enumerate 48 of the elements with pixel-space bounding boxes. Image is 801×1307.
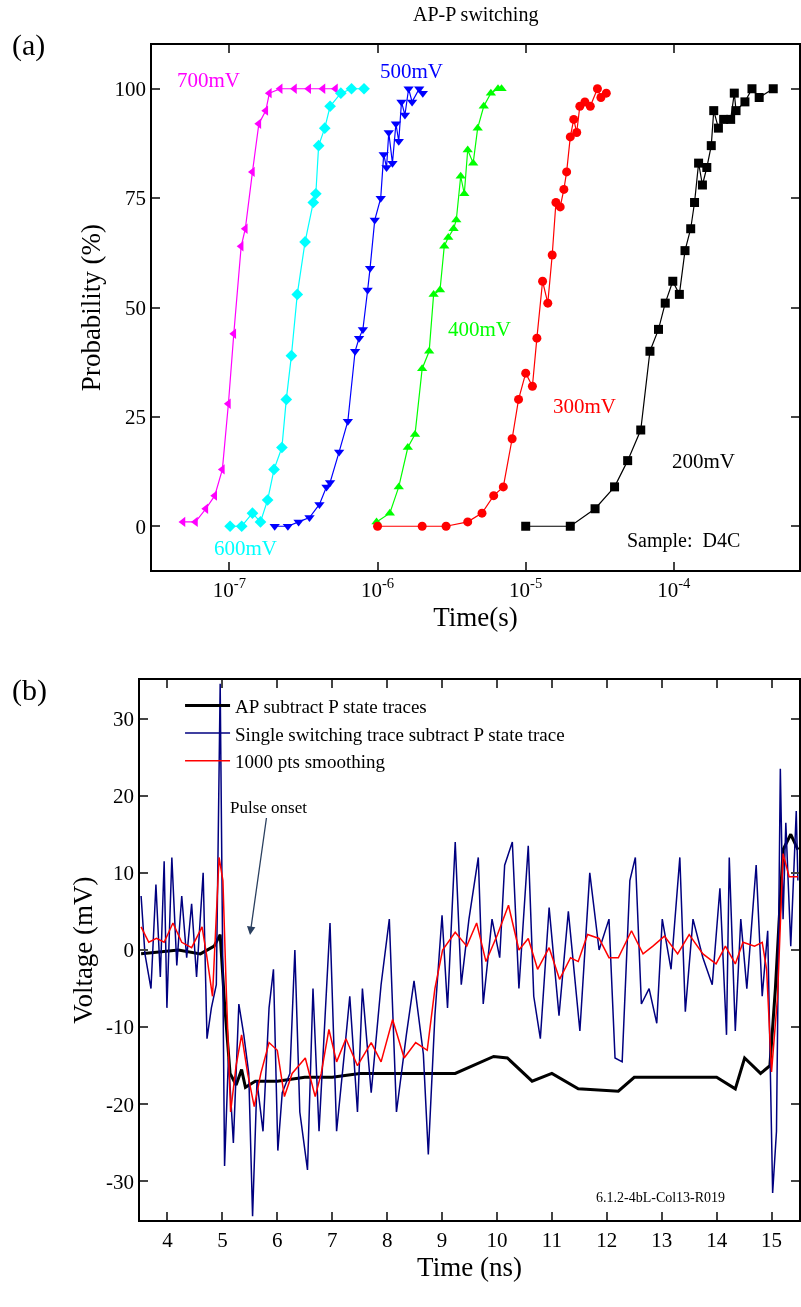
x-tick-label: 13 — [651, 1227, 673, 1252]
annotation: 6.1.2-4bL-Col13-R019 — [596, 1190, 726, 1205]
x-tick-label: 5 — [217, 1227, 228, 1252]
y-tick-label: -20 — [106, 1092, 135, 1117]
annotation: Sample: D4C — [627, 529, 741, 552]
legend-label: Single switching trace subtract P state trace — [235, 723, 565, 745]
x-tick-label: 9 — [436, 1227, 448, 1252]
y-tick-label: 50 — [125, 295, 147, 320]
x-tick-label: 10$^{-7}$ — [212, 575, 247, 602]
text: (b) — [12, 673, 47, 707]
x-tick-label: 7 — [326, 1227, 338, 1252]
legend-label: AP subtract P state traces — [235, 695, 427, 717]
x-tick-label: 10$^{-6}$ — [360, 575, 395, 602]
series-label: 600mV — [214, 536, 277, 560]
x-tick-label: 10 — [486, 1227, 508, 1252]
x-tick-label: 11 — [541, 1227, 562, 1252]
y-tick-label: 25 — [125, 405, 147, 430]
series-label: 500mV — [380, 59, 443, 83]
series-label: 200mV — [672, 449, 735, 473]
y-tick-label: 10 — [113, 861, 135, 886]
text: (a) — [12, 28, 46, 62]
x-tick-label: 4 — [162, 1227, 174, 1252]
y-axis-title: Voltage (mV) — [67, 876, 98, 1024]
y-tick-label: 0 — [123, 938, 135, 963]
annotation: Pulse onset — [230, 798, 308, 817]
chart-title: AP-P switching — [413, 3, 539, 26]
x-tick-label: 10$^{-4}$ — [657, 575, 692, 602]
x-tick-label: 12 — [596, 1227, 618, 1252]
y-tick-label: 0 — [135, 514, 147, 539]
series-label: 400mV — [448, 317, 511, 341]
x-tick-label: 8 — [381, 1227, 393, 1252]
x-tick-label: 10$^{-5}$ — [509, 575, 543, 602]
x-tick-label: 6 — [272, 1227, 283, 1252]
y-tick-label: 75 — [125, 186, 147, 211]
y-tick-label: 100 — [114, 77, 147, 102]
legend-label: 1000 pts smoothing — [235, 751, 386, 773]
y-tick-label: -10 — [106, 1015, 135, 1040]
line-series — [140, 683, 799, 1217]
y-tick-label: -30 — [106, 1169, 135, 1194]
x-tick-label: 15 — [761, 1227, 783, 1252]
x-axis-title: Time (ns) — [417, 1251, 522, 1282]
y-tick-label: 30 — [113, 706, 135, 731]
x-tick-label: 14 — [706, 1227, 728, 1252]
series-label: 300mV — [553, 394, 616, 418]
y-tick-label: 20 — [113, 784, 135, 809]
y-axis-title: Probability (%) — [76, 223, 107, 392]
x-axis-title: Time(s) — [433, 601, 518, 632]
series-label: 700mV — [177, 68, 240, 92]
